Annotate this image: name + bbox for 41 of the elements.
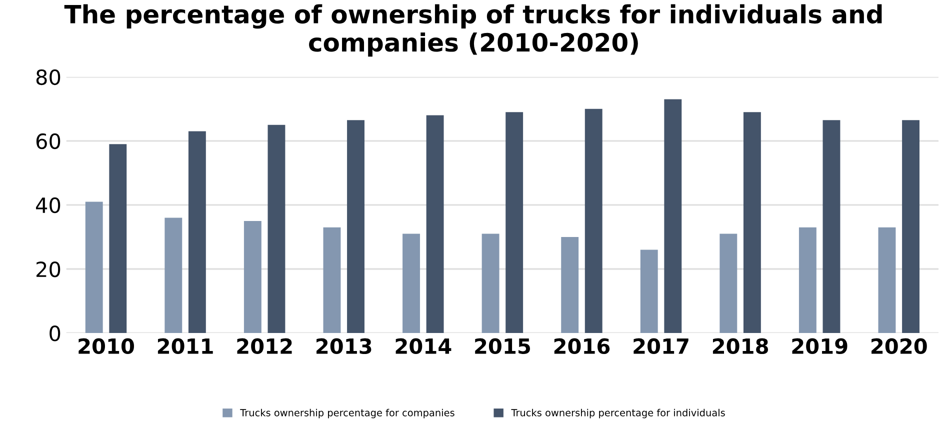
bar <box>164 218 182 334</box>
y-tick-label: 40 <box>36 197 60 214</box>
bar <box>584 108 602 334</box>
bar <box>664 99 682 334</box>
y-tick-label: 0 <box>50 326 60 342</box>
bar <box>640 250 658 334</box>
x-tick-label: 2012 <box>237 338 292 354</box>
bar <box>902 120 920 334</box>
x-tick-label: 2014 <box>396 338 452 354</box>
x-tick-label: 2019 <box>792 338 848 354</box>
x-tick-label: 2018 <box>712 338 768 354</box>
bar <box>85 202 103 334</box>
x-tick-label: 2013 <box>316 338 372 354</box>
x-tick-label: 2016 <box>554 338 610 354</box>
bar <box>561 236 579 334</box>
bar <box>347 120 364 334</box>
y-tick-label: 60 <box>36 133 60 150</box>
bar <box>798 227 816 334</box>
bar <box>188 131 206 334</box>
bar <box>109 144 127 334</box>
x-tick-label: 2010 <box>78 338 134 354</box>
bar <box>323 227 341 334</box>
bar <box>822 120 840 334</box>
x-tick-label: 2015 <box>475 338 530 354</box>
x-tick-label: 2011 <box>158 338 213 354</box>
bar <box>402 234 420 334</box>
bar <box>244 220 262 334</box>
legend-label: Trucks ownership percentage for individuals <box>511 408 725 418</box>
bar <box>426 115 444 334</box>
bar <box>506 112 524 334</box>
legend-label: Trucks ownership percentage for companies <box>240 408 454 418</box>
x-tick-label: 2017 <box>634 338 688 354</box>
y-tick-label: 80 <box>36 69 60 86</box>
bar <box>743 112 761 334</box>
x-tick-label: 2020 <box>872 338 927 354</box>
chart-title: The percentage of ownership of trucks for individuals and companies (2010-2020) <box>64 4 882 57</box>
bar <box>482 234 500 334</box>
bar <box>720 234 738 334</box>
y-tick-label: 20 <box>36 261 60 278</box>
bar <box>268 124 286 334</box>
bar <box>878 227 896 334</box>
